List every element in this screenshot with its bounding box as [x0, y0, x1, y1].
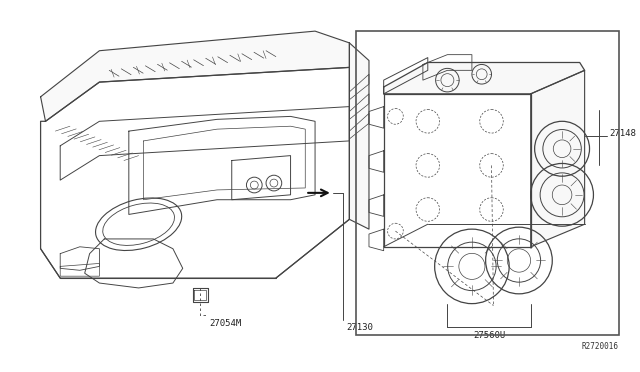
Text: 27560U: 27560U	[474, 331, 506, 340]
Polygon shape	[349, 43, 369, 229]
Polygon shape	[531, 70, 584, 247]
Text: 27148: 27148	[609, 129, 636, 138]
Polygon shape	[383, 62, 584, 94]
Text: R2720016: R2720016	[582, 341, 619, 351]
Text: 27130: 27130	[346, 323, 373, 332]
Text: 27054M: 27054M	[209, 319, 241, 328]
Polygon shape	[40, 31, 349, 121]
Bar	[356, 31, 619, 335]
